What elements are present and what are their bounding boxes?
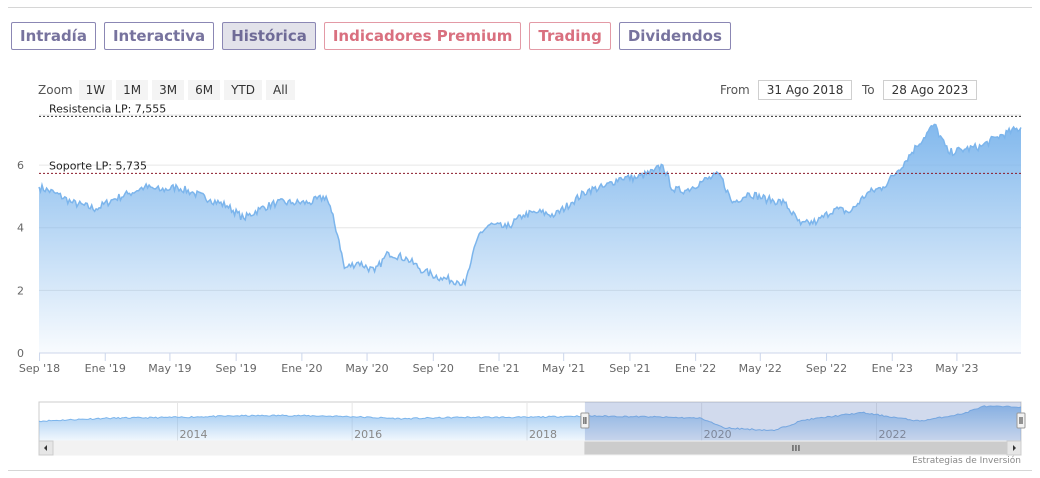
x-tick-label: Ene '23 bbox=[872, 362, 913, 375]
navigator-tick-label: 2014 bbox=[180, 428, 208, 441]
x-tick-label: May '21 bbox=[542, 362, 585, 375]
chart-credit: Estrategias de Inversión bbox=[912, 456, 1021, 466]
navigator-handle-left[interactable] bbox=[580, 412, 590, 429]
x-tick-label: Sep '19 bbox=[216, 362, 257, 375]
zoom-selector: Zoom 1W 1M 3M 6M YTD All bbox=[38, 80, 295, 100]
zoom-ytd-button[interactable]: YTD bbox=[224, 80, 262, 100]
x-tick-label: Sep '22 bbox=[806, 362, 847, 375]
zoom-6m-button[interactable]: 6M bbox=[188, 80, 221, 100]
x-tick-label: Ene '21 bbox=[478, 362, 519, 375]
support-label: Soporte LP: 5,735 bbox=[49, 159, 147, 172]
range-from-input[interactable]: 31 Ago 2018 bbox=[757, 80, 853, 100]
price-series-line bbox=[38, 123, 1022, 287]
x-tick-label: Ene '22 bbox=[675, 362, 716, 375]
navigator-tick-label: 2020 bbox=[704, 428, 732, 441]
tab-historica[interactable]: Histórica bbox=[222, 22, 316, 50]
tab-trading[interactable]: Trading bbox=[529, 22, 611, 50]
x-tick-label: May '19 bbox=[148, 362, 191, 375]
tab-interactiva[interactable]: Interactiva bbox=[103, 22, 215, 50]
range-to-input[interactable]: 28 Ago 2023 bbox=[882, 80, 978, 100]
x-tick-label: May '23 bbox=[935, 362, 978, 375]
range-to-label: To bbox=[862, 83, 875, 97]
zoom-all-button[interactable]: All bbox=[266, 80, 295, 100]
navigator-handle-right[interactable] bbox=[1016, 412, 1026, 429]
y-tick-label: 4 bbox=[17, 222, 24, 235]
x-tick-label: Ene '20 bbox=[281, 362, 322, 375]
zoom-3m-button[interactable]: 3M bbox=[152, 80, 185, 100]
navigator-area-fill bbox=[39, 405, 1021, 441]
y-tick-label: 0 bbox=[17, 347, 24, 360]
tab-bar: Intradía Interactiva Histórica Indicador… bbox=[11, 22, 731, 50]
navigator-tick-label: 2016 bbox=[354, 428, 382, 441]
x-tick-label: May '20 bbox=[345, 362, 388, 375]
navigator-series-line bbox=[38, 405, 1022, 432]
scroll-right-arrow-icon bbox=[1013, 445, 1016, 451]
navigator-tick-label: 2022 bbox=[879, 428, 907, 441]
scroll-left-arrow-icon bbox=[44, 445, 47, 451]
range-to-value: 28 Ago 2023 bbox=[891, 83, 969, 97]
x-tick-label: Ene '19 bbox=[85, 362, 126, 375]
y-tick-label: 6 bbox=[17, 159, 24, 172]
tab-dividendos[interactable]: Dividendos bbox=[618, 22, 731, 50]
x-tick-label: Sep '21 bbox=[609, 362, 650, 375]
price-area-fill bbox=[39, 124, 1021, 354]
x-tick-label: May '22 bbox=[739, 362, 782, 375]
resistance-label: Resistencia LP: 7,555 bbox=[49, 102, 166, 115]
range-from-value: 31 Ago 2018 bbox=[766, 83, 844, 97]
y-tick-label: 2 bbox=[17, 284, 24, 297]
zoom-label: Zoom bbox=[38, 83, 73, 97]
range-to: To 28 Ago 2023 bbox=[862, 80, 978, 100]
x-tick-label: Sep '20 bbox=[413, 362, 454, 375]
bottom-divider bbox=[8, 470, 1032, 471]
zoom-1w-button[interactable]: 1W bbox=[78, 80, 113, 100]
tab-indicadores-premium[interactable]: Indicadores Premium bbox=[323, 22, 522, 50]
range-from: From 31 Ago 2018 bbox=[720, 80, 853, 100]
navigator-selection[interactable] bbox=[584, 402, 1021, 441]
navigator-tick-label: 2018 bbox=[529, 428, 557, 441]
range-from-label: From bbox=[720, 83, 750, 97]
zoom-1m-button[interactable]: 1M bbox=[116, 80, 149, 100]
x-tick-label: Sep '18 bbox=[19, 362, 60, 375]
top-divider bbox=[8, 7, 1032, 8]
tab-intradia[interactable]: Intradía bbox=[11, 22, 96, 50]
